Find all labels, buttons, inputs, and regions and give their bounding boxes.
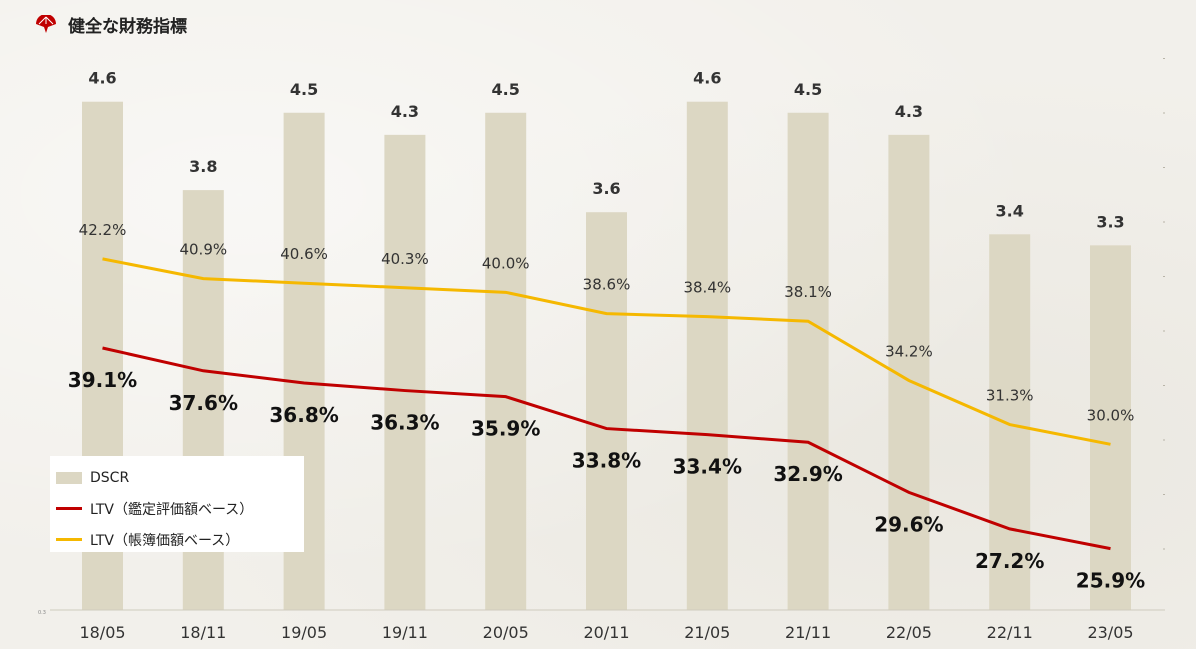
x-tick-label: 22/11 [987, 623, 1033, 642]
dscr-bar [485, 112, 527, 610]
legend-label-dscr: DSCR [90, 469, 130, 486]
axis-tick-mark [1163, 58, 1165, 59]
dscr-label: 4.5 [290, 80, 318, 99]
ltv-book-label: 40.9% [179, 241, 227, 259]
dscr-label: 4.3 [895, 102, 923, 121]
ltv-appraisal-label: 29.6% [874, 512, 943, 536]
legend-item-dscr: DSCR [56, 462, 304, 493]
x-tick-label: 20/11 [583, 623, 629, 642]
x-tick-label: 23/05 [1087, 623, 1133, 642]
axis-tick-mark [1163, 221, 1165, 223]
ltv-book-label: 42.2% [79, 221, 127, 239]
dscr-label: 3.6 [592, 179, 620, 198]
ltv-book-label: 38.6% [583, 276, 631, 294]
dscr-bar [384, 134, 426, 610]
dscr-label: 3.4 [996, 201, 1024, 220]
axis-tick-mark [1163, 494, 1165, 495]
dscr-label: 4.3 [391, 102, 419, 121]
ltv-book-label: 31.3% [986, 387, 1034, 405]
legend-label-ltv-book: LTV（帳簿価額ベース） [90, 532, 240, 549]
ltv-book-label: 34.2% [885, 342, 933, 360]
dscr-label: 3.3 [1096, 212, 1124, 231]
x-tick-label: 18/11 [180, 623, 226, 642]
ltv-appraisal-label: 27.2% [975, 549, 1044, 573]
axis-tick-mark [1163, 112, 1165, 114]
dscr-label: 4.6 [693, 69, 721, 88]
dscr-bar [989, 234, 1031, 611]
ltv-book-line [102, 257, 1111, 446]
ltv-appraisal-label: 25.9% [1076, 569, 1145, 593]
axis-min-label: 0.3 [38, 610, 46, 616]
legend-swatch-ltv-book [56, 538, 82, 541]
ltv-book-label: 40.6% [280, 245, 328, 263]
chart-legend: DSCR LTV（鑑定評価額ベース） LTV（帳簿価額ベース） [50, 456, 304, 552]
ltv-appraisal-label: 36.3% [370, 411, 439, 435]
legend-swatch-dscr [56, 471, 82, 484]
page-header: 健全な財務指標 [34, 12, 187, 37]
ltv-book-label: 40.0% [482, 254, 530, 272]
x-tick-label: 19/11 [382, 623, 428, 642]
ltv-appraisal-label: 36.8% [269, 403, 338, 427]
legend-item-ltv-appraisal: LTV（鑑定評価額ベース） [56, 493, 304, 524]
ltv-book-label: 38.4% [683, 279, 731, 297]
ltv-appraisal-label: 39.1% [68, 368, 137, 392]
page-title: 健全な財務指標 [68, 17, 187, 37]
ltv-appraisal-label: 35.9% [471, 417, 540, 441]
x-tick-label: 19/05 [281, 623, 327, 642]
x-tick-label: 18/05 [79, 623, 125, 642]
x-tick-label: 20/05 [483, 623, 529, 642]
axis-tick-mark [1163, 439, 1165, 441]
folding-fan-icon [36, 14, 56, 33]
x-tick-label: 22/05 [886, 623, 932, 642]
x-tick-label: 21/11 [785, 623, 831, 642]
dscr-bar [586, 212, 627, 610]
dscr-label: 3.8 [189, 157, 217, 176]
dscr-label: 4.5 [492, 80, 520, 99]
dscr-bar [686, 101, 728, 610]
ltv-book-label: 30.0% [1087, 406, 1135, 424]
ltv-appraisal-label: 32.9% [773, 462, 842, 486]
legend-item-ltv-book: LTV（帳簿価額ベース） [56, 524, 304, 555]
dscr-bar [1090, 245, 1131, 610]
axis-tick-mark [1163, 167, 1165, 168]
dscr-label: 4.6 [88, 69, 116, 88]
axis-tick-mark [1163, 330, 1165, 332]
ltv-appraisal-label: 37.6% [169, 391, 238, 415]
axis-tick-mark [1163, 548, 1165, 550]
ltv-appraisal-label: 33.8% [572, 449, 641, 473]
dscr-bar [787, 112, 829, 610]
legend-swatch-ltv-appraisal [56, 507, 82, 510]
dscr-label: 4.5 [794, 80, 822, 99]
axis-tick-mark [1163, 385, 1165, 386]
axis-tick-mark [1163, 276, 1165, 277]
ltv-appraisal-line [102, 346, 1111, 551]
ltv-book-label: 38.1% [784, 283, 832, 301]
legend-label-ltv-appraisal: LTV（鑑定評価額ベース） [90, 501, 254, 518]
ltv-book-label: 40.3% [381, 250, 429, 268]
ltv-appraisal-label: 33.4% [673, 455, 742, 479]
x-tick-label: 21/05 [684, 623, 730, 642]
